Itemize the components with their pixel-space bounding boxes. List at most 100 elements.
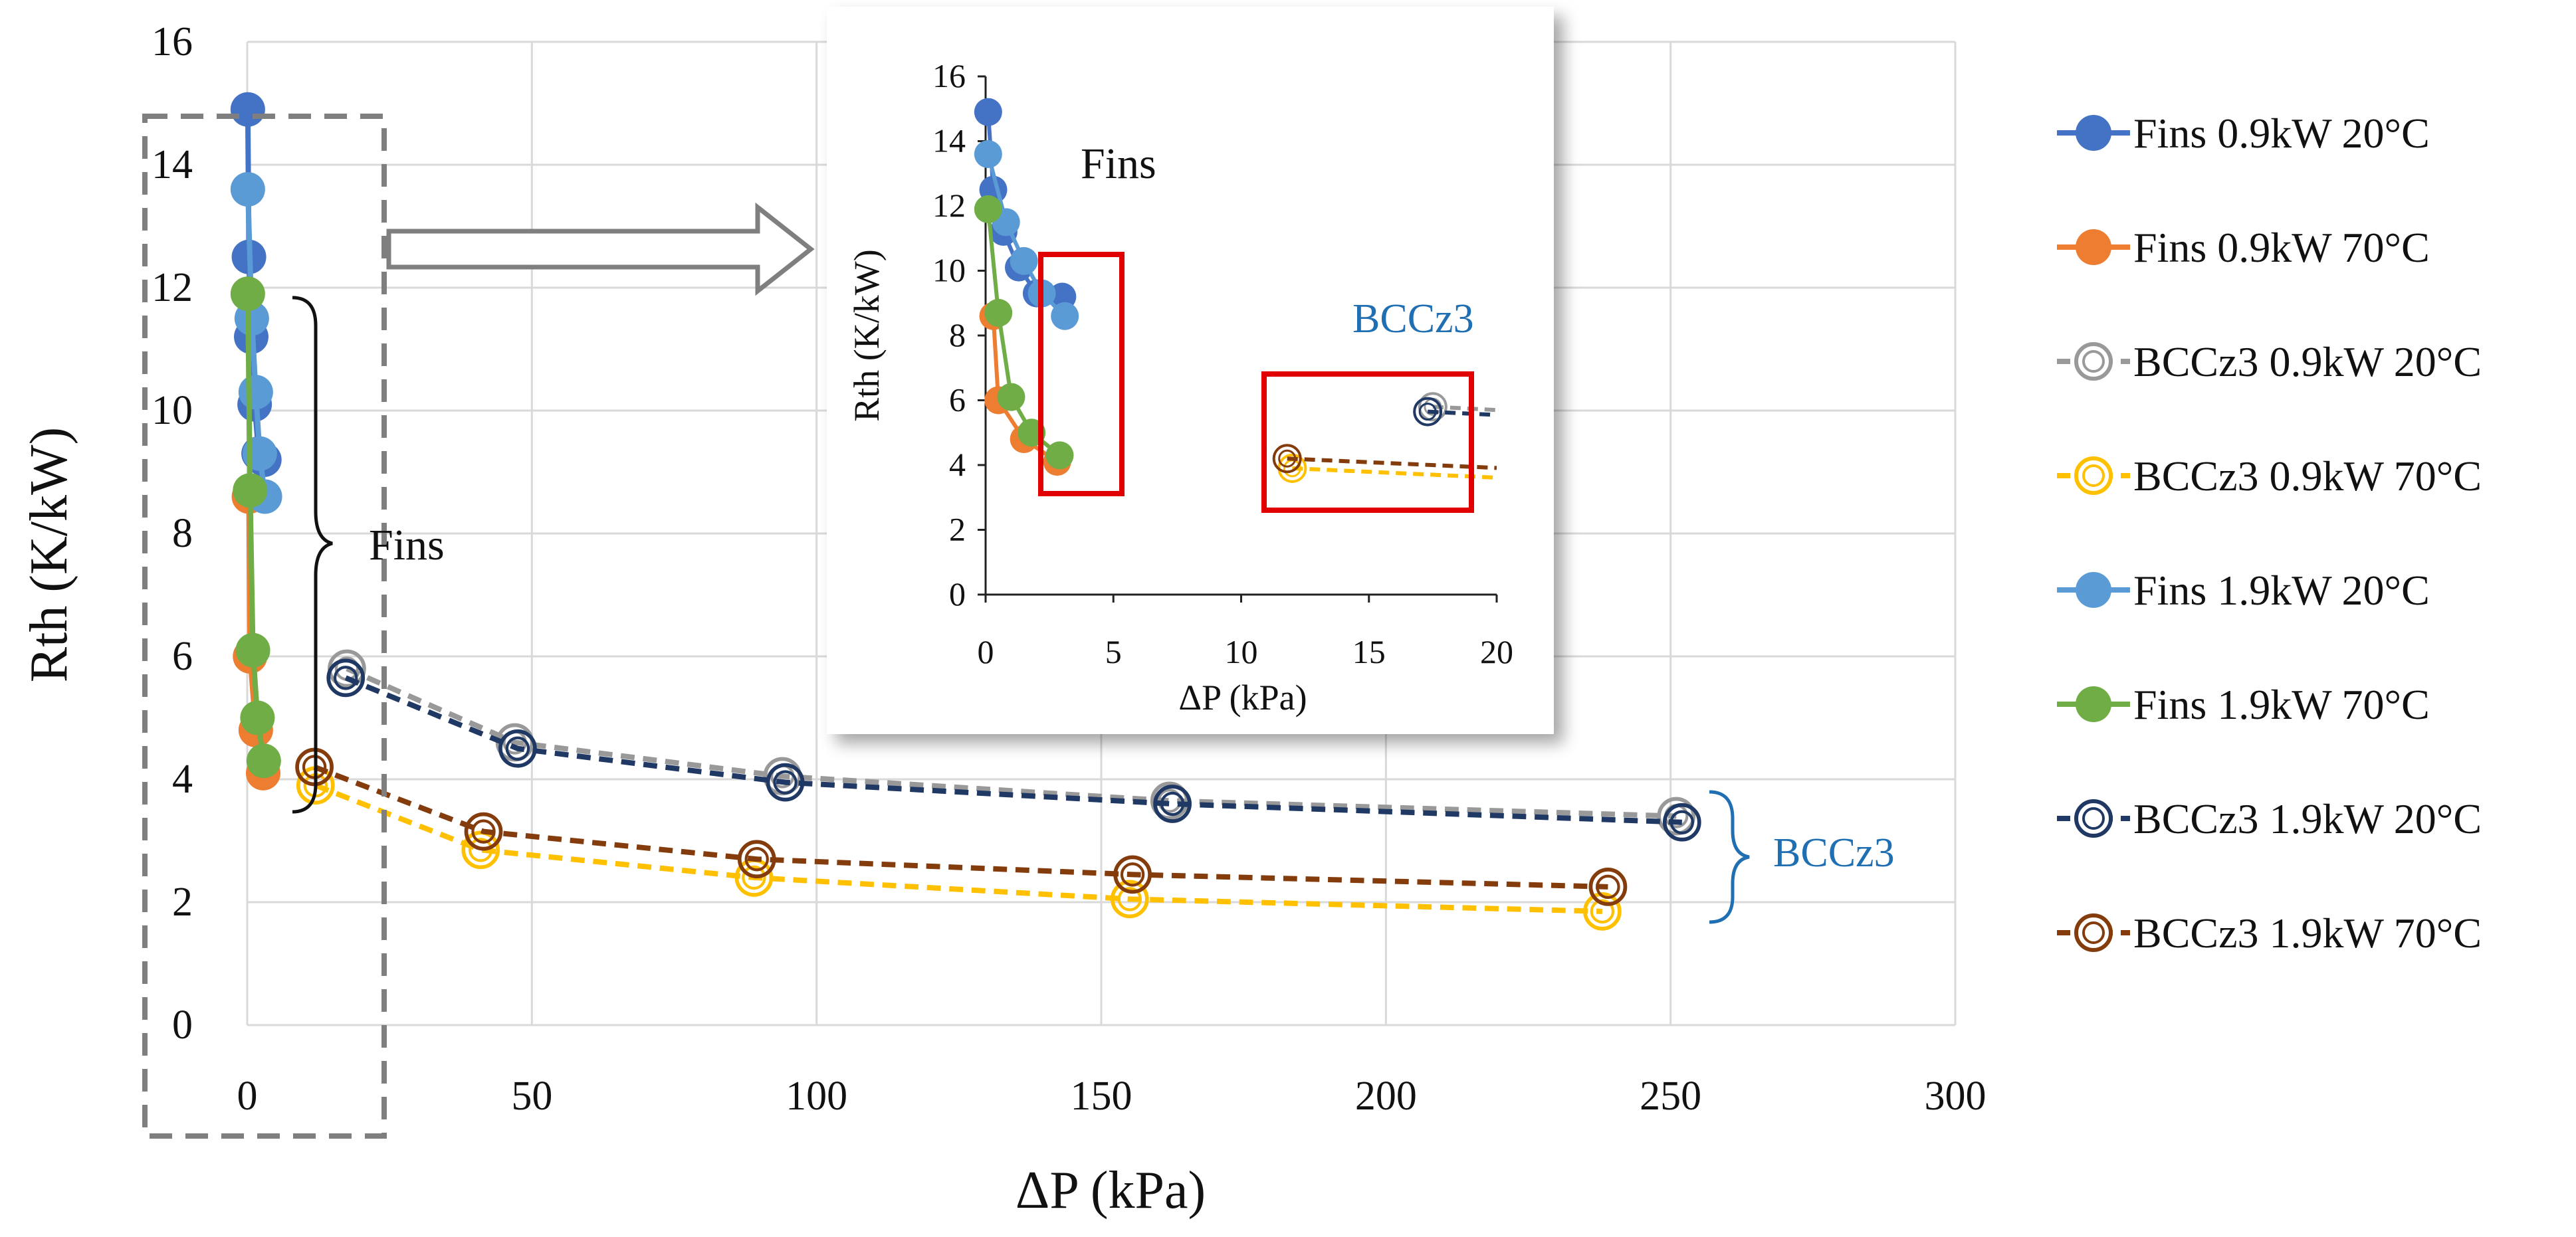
main-data-point bbox=[230, 172, 265, 207]
inset-bccz3-annotation: BCCz3 bbox=[1352, 296, 1474, 341]
main-x-tick-label: 300 bbox=[1925, 1074, 1986, 1119]
inset-data-point bbox=[997, 383, 1025, 411]
inset-highlight-bccz3 bbox=[1261, 371, 1474, 513]
zoom-arrow bbox=[386, 202, 815, 296]
main-series-line bbox=[346, 666, 1677, 819]
inset-y-tick-label: 10 bbox=[932, 252, 966, 289]
legend-item: BCCz3 1.9kW 20°C bbox=[2057, 795, 2482, 842]
inset-chart: 0 5 10 15 20 0 2 4 6 8 10 12 14 16 ΔP (kPa) Rth (K/k… bbox=[827, 7, 1554, 734]
main-series-line bbox=[313, 764, 1608, 890]
legend-label: BCCz3 1.9kW 70°C bbox=[2133, 909, 2482, 957]
inset-x-tick-label: 10 bbox=[1225, 633, 1258, 670]
main-data-point bbox=[230, 92, 265, 127]
inset-data-point bbox=[1418, 392, 1448, 422]
main-x-axis-title: ΔP (kPa) bbox=[1016, 1161, 1206, 1220]
main-series-5 bbox=[230, 276, 281, 779]
main-series-line bbox=[344, 675, 1682, 825]
inset-data-point bbox=[1272, 444, 1302, 474]
main-data-point bbox=[246, 743, 281, 779]
inset-x-tick-label: 0 bbox=[978, 633, 994, 670]
main-data-point bbox=[1113, 855, 1152, 894]
inset-series-line bbox=[1287, 456, 1497, 470]
bccz3-annotation: BCCz3 bbox=[1773, 830, 1895, 876]
main-data-point-inner bbox=[505, 736, 530, 761]
inset-series-line bbox=[1428, 409, 1497, 417]
main-y-tick-label: 2 bbox=[172, 880, 193, 925]
main-x-tick-label: 200 bbox=[1355, 1074, 1417, 1119]
inset-y-tick-label: 2 bbox=[949, 511, 966, 548]
inset-data-point-inner bbox=[1418, 403, 1437, 421]
main-y-tick-label: 10 bbox=[152, 388, 193, 433]
inset-y-tick-label: 14 bbox=[932, 122, 966, 159]
main-data-point bbox=[1153, 785, 1192, 823]
main-data-point-inner bbox=[742, 865, 766, 890]
legend-item: BCCz3 0.9kW 20°C bbox=[2057, 338, 2482, 385]
legend-label: BCCz3 1.9kW 20°C bbox=[2133, 795, 2482, 842]
legend-marker bbox=[2076, 229, 2111, 265]
legend-label: BCCz3 0.9kW 70°C bbox=[2133, 452, 2482, 500]
main-data-point bbox=[464, 812, 503, 851]
main-y-axis-title: Rth (K/kW) bbox=[20, 427, 78, 682]
main-y-tick-label: 0 bbox=[172, 1002, 193, 1048]
legend-item: Fins 0.9kW 20°C bbox=[2057, 110, 2430, 157]
inset-series-4 bbox=[974, 140, 1079, 330]
legend-label: Fins 0.9kW 70°C bbox=[2133, 224, 2430, 271]
main-data-point bbox=[233, 473, 268, 508]
main-data-point bbox=[230, 276, 265, 312]
legend-marker-inner bbox=[2082, 350, 2105, 373]
main-y-tick-label: 6 bbox=[172, 634, 193, 679]
main-x-tick-label: 150 bbox=[1071, 1074, 1132, 1119]
inset-series-7 bbox=[1272, 444, 1497, 474]
inset-x-tick-label: 5 bbox=[1105, 633, 1122, 670]
legend-marker bbox=[2074, 799, 2113, 838]
main-data-point bbox=[1150, 781, 1189, 820]
inset-series-line bbox=[1432, 405, 1497, 413]
inset-data-point bbox=[1010, 246, 1038, 275]
legend-label: Fins 1.9kW 20°C bbox=[2133, 567, 2430, 614]
inset-data-point bbox=[974, 195, 1002, 223]
main-series-line bbox=[314, 783, 1602, 914]
main-y-tick-label: 16 bbox=[152, 19, 193, 64]
legend-item: Fins 1.9kW 20°C bbox=[2057, 567, 2430, 614]
inset-y-tick-label: 4 bbox=[949, 446, 966, 483]
main-data-point bbox=[1583, 892, 1622, 931]
main-x-tick-label: 100 bbox=[786, 1074, 847, 1119]
legend-marker bbox=[2074, 456, 2113, 495]
inset-frame bbox=[827, 7, 1554, 734]
main-y-tick-label: 12 bbox=[152, 265, 193, 310]
fins-brace bbox=[292, 296, 333, 814]
legend-marker bbox=[2076, 115, 2111, 151]
main-data-point bbox=[498, 729, 537, 768]
main-series-group bbox=[230, 92, 1701, 931]
legend-label: Fins 0.9kW 20°C bbox=[2133, 110, 2430, 157]
legend-item: Fins 0.9kW 70°C bbox=[2057, 224, 2430, 271]
bccz3-brace bbox=[1709, 790, 1750, 924]
fins-annotation: Fins bbox=[369, 521, 445, 569]
main-data-point bbox=[1588, 868, 1628, 906]
inset-y-tick-label: 6 bbox=[949, 381, 966, 419]
inset-x-axis-title: ΔP (kPa) bbox=[1178, 678, 1307, 717]
main-x-tick-label: 250 bbox=[1640, 1074, 1701, 1119]
main-data-point bbox=[326, 658, 366, 698]
inset-y-tick-label: 8 bbox=[949, 316, 966, 353]
main-y-tick-label: 14 bbox=[152, 142, 193, 187]
main-data-point-inner bbox=[334, 666, 358, 690]
main-series-7 bbox=[295, 747, 1628, 906]
inset-x-tick-label: 20 bbox=[1480, 633, 1513, 670]
legend-marker-inner bbox=[2082, 464, 2105, 487]
inset-y-axis-title: Rth (K/kW) bbox=[847, 249, 887, 421]
legend-label: BCCz3 0.9kW 20°C bbox=[2133, 338, 2482, 385]
legend-label: Fins 1.9kW 70°C bbox=[2133, 681, 2430, 728]
inset-series-5 bbox=[974, 195, 1074, 470]
main-data-point bbox=[766, 763, 805, 802]
inset-x-tick-labels: 0 5 10 15 20 bbox=[978, 633, 1514, 670]
legend-marker bbox=[2076, 686, 2111, 722]
main-data-point-inner bbox=[773, 770, 798, 795]
legend-marker bbox=[2074, 342, 2113, 381]
legend: Fins 0.9kW 20°C Fins 0.9kW 70°C BCCz3 0.9k… bbox=[2057, 110, 2482, 957]
legend-marker bbox=[2076, 572, 2111, 608]
zoom-region-box bbox=[142, 114, 387, 1139]
legend-item: BCCz3 0.9kW 70°C bbox=[2057, 452, 2482, 500]
legend-marker-inner bbox=[2082, 921, 2105, 944]
